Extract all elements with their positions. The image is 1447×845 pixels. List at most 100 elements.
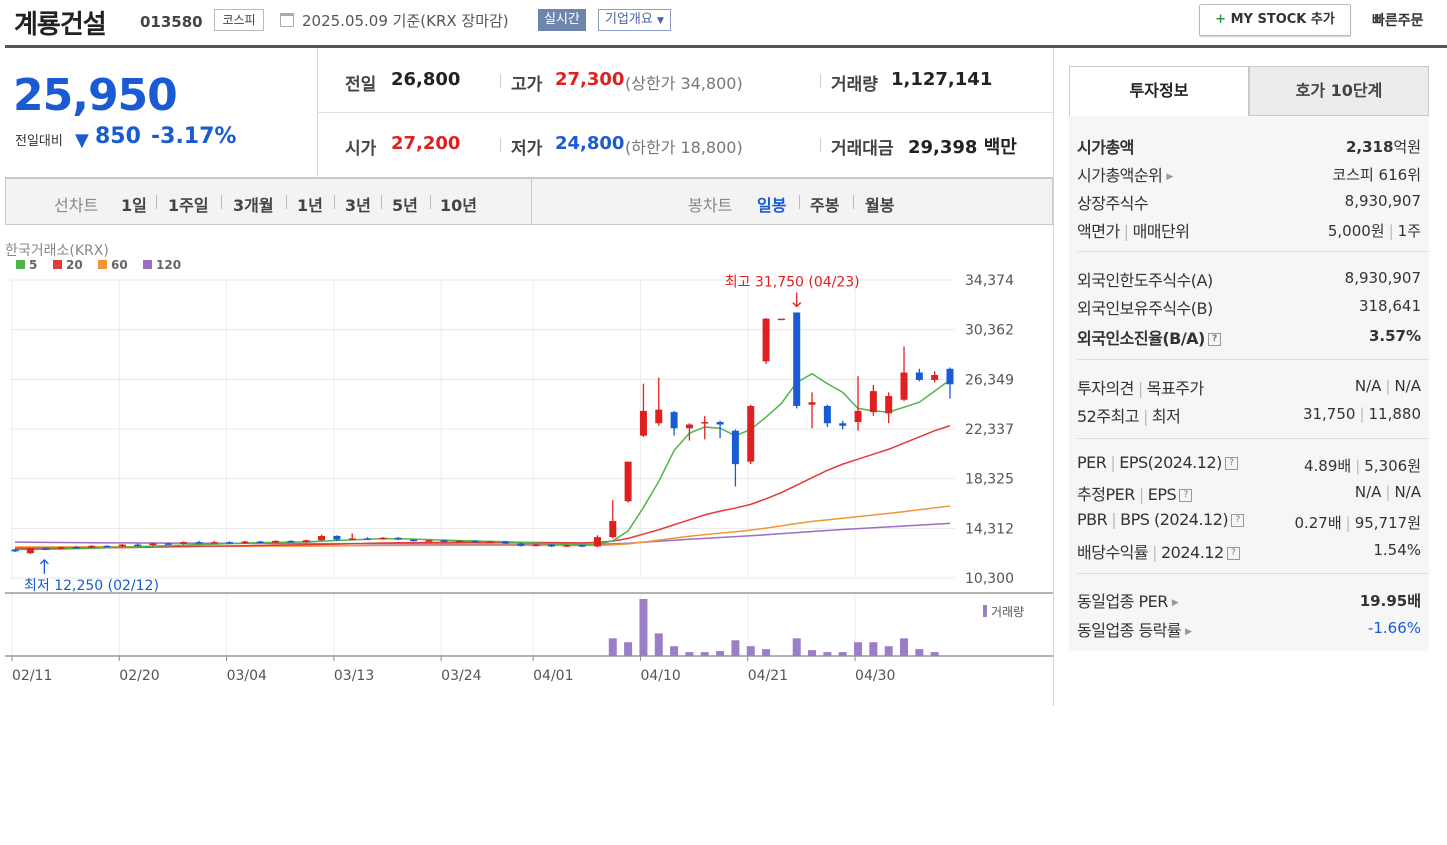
tab-order-book[interactable]: 호가 10단계: [1249, 66, 1429, 116]
candle-body: [578, 545, 586, 547]
help-icon[interactable]: ?: [1179, 489, 1193, 502]
x-tick-label: 02/11: [12, 668, 52, 684]
candle-body: [471, 540, 479, 543]
candle-body: [609, 521, 617, 538]
section-divider: [1077, 359, 1429, 360]
quick-order-link[interactable]: 빠른주문: [1372, 13, 1424, 29]
prev-close-value: 26,800: [391, 69, 461, 90]
add-mystock-button[interactable]: + MY STOCK 추가: [1199, 4, 1351, 36]
candle-body: [854, 410, 862, 423]
x-tick-label: 03/04: [227, 668, 267, 684]
ma-legend-swatch: [143, 260, 152, 269]
tab-candle-daily[interactable]: 일봉: [757, 196, 787, 215]
y-tick-label: 30,362: [965, 323, 1014, 339]
candle-body: [318, 535, 326, 541]
low-value: 24,800: [555, 133, 625, 154]
sector-change-value: -1.66%: [1367, 619, 1421, 637]
est-per-row: 추정PER | EPS? N/A | N/A: [1077, 483, 1421, 504]
rank-label[interactable]: 시가총액순위: [1077, 166, 1163, 185]
ma-legend-swatch: [98, 260, 107, 269]
trade-unit-label: 매매단위: [1132, 222, 1190, 241]
par-value: 5,000원: [1327, 222, 1385, 240]
candle-body: [517, 543, 525, 546]
candle-body: [180, 542, 188, 544]
help-icon[interactable]: ?: [1231, 514, 1245, 527]
volume-bar: [792, 638, 801, 656]
volume-bar: [700, 652, 709, 656]
plus-icon: +: [1215, 12, 1227, 27]
market-badge: 코스피: [214, 9, 264, 31]
candle-body: [364, 538, 372, 540]
separator: [820, 138, 821, 152]
company-overview-button[interactable]: 기업개요 ▼: [598, 9, 671, 31]
candle-body: [624, 461, 632, 502]
foreign-ratio-row: 외국인소진율(B/A)? 3.57%: [1077, 321, 1421, 349]
candle-body: [118, 544, 126, 547]
price-summary: 25,950 전일대비 ▼ 850 -3.17% 전일 26,800 고가 27…: [5, 48, 1053, 178]
candle-body: [931, 374, 939, 380]
candle-body: [900, 372, 908, 400]
separator: [500, 138, 501, 152]
calendar-icon: [280, 13, 294, 27]
tab-period-1y[interactable]: 1년: [297, 196, 323, 215]
volume-bar: [716, 651, 725, 656]
chart-source-label: 한국거래소(KRX): [5, 243, 109, 259]
chart-right-border: [1053, 48, 1054, 706]
high-annotation: 최고 31,750 (04/23): [725, 274, 860, 290]
est-eps-value: N/A: [1394, 483, 1421, 501]
sector-per-row: 동일업종 PER ▶ 19.95배: [1077, 584, 1421, 612]
help-icon[interactable]: ?: [1224, 457, 1238, 470]
candle-body: [762, 318, 770, 362]
volume-bar: [884, 646, 893, 656]
volume-label: 거래량: [831, 75, 878, 95]
candle-body: [593, 537, 601, 547]
candle-body: [11, 549, 19, 552]
volume-bar: [654, 633, 663, 656]
tab-period-3m[interactable]: 3개월: [233, 196, 274, 215]
ma-legend-label: 60: [111, 258, 128, 272]
foreign-hold-value: 318,641: [1358, 297, 1421, 315]
bps-label: BPS (2024.12): [1120, 510, 1229, 529]
ma-legend-label: 120: [156, 258, 181, 272]
candle-body: [333, 535, 341, 540]
separator: [853, 195, 854, 209]
ma120-line: [14, 522, 951, 546]
chevron-right-icon: ▶: [1166, 171, 1173, 182]
separator: [381, 195, 382, 209]
candle-body: [869, 391, 877, 413]
dividend-value: 1.54%: [1373, 541, 1421, 559]
separator: [156, 195, 157, 209]
tab-period-10y[interactable]: 10년: [440, 196, 477, 215]
rank-value: 코스피 616위: [1332, 166, 1421, 184]
tab-period-3y[interactable]: 3년: [345, 196, 371, 215]
tab-candle-monthly[interactable]: 월봉: [865, 196, 895, 215]
help-icon[interactable]: ?: [1226, 547, 1240, 560]
ma-legend-swatch: [16, 260, 25, 269]
sector-per-label[interactable]: 동일업종 PER: [1077, 592, 1168, 611]
tab-period-1d[interactable]: 1일: [121, 196, 147, 215]
price-divider: [317, 48, 318, 178]
candle-body: [226, 542, 234, 544]
dropdown-arrow-icon: ▼: [656, 16, 664, 26]
candle-body: [394, 537, 402, 540]
market-cap-label: 시가총액: [1077, 138, 1134, 157]
section-divider: [1077, 251, 1429, 252]
sector-change-label[interactable]: 동일업종 등락률: [1077, 621, 1182, 640]
investment-info-panel: 투자정보 호가 10단계 시가총액 2,318억원 시가총액순위 ▶ 코스피 61…: [1069, 66, 1429, 651]
volume-bar: [930, 652, 939, 656]
tab-period-1w[interactable]: 1주일: [168, 196, 209, 215]
help-icon[interactable]: ?: [1207, 333, 1221, 346]
tab-period-5y[interactable]: 5년: [392, 196, 418, 215]
realtime-button[interactable]: 실시간: [538, 9, 586, 31]
candle-body: [287, 540, 295, 543]
par-label: 액면가: [1077, 222, 1120, 241]
candle-body: [716, 422, 724, 425]
volume-bar: [624, 642, 633, 656]
tab-investment-info[interactable]: 투자정보: [1069, 66, 1249, 116]
candle-body: [410, 539, 418, 542]
prev-close-label: 전일: [345, 75, 377, 95]
price-chart[interactable]: 한국거래소(KRX) 5 20 60 120 34,374 30,362 26,349 22,3…: [0, 236, 1055, 686]
separator: [221, 195, 222, 209]
foreign-hold-label: 외국인보유주식수(B): [1077, 299, 1213, 318]
tab-candle-weekly[interactable]: 주봉: [810, 196, 840, 215]
